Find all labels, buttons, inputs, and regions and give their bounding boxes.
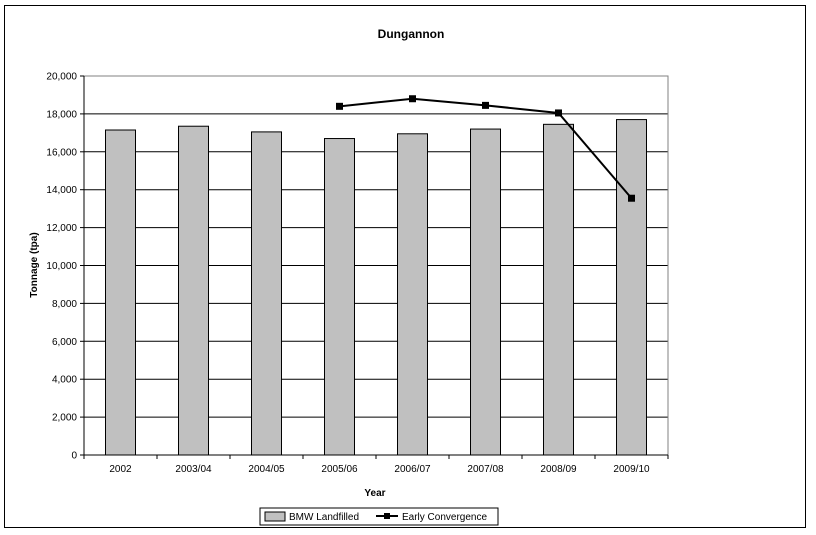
x-tick-label: 2003/04 <box>175 464 212 475</box>
y-tick-label: 16,000 <box>46 147 77 158</box>
line-point <box>336 102 343 110</box>
x-tick-label: 2006/07 <box>394 464 431 475</box>
y-tick-label: 2,000 <box>52 413 77 424</box>
y-tick-label: 20,000 <box>46 72 77 83</box>
line-point <box>409 95 416 103</box>
line-series <box>336 95 635 202</box>
y-tick-label: 6,000 <box>52 337 77 348</box>
gridlines <box>84 113 668 418</box>
axes <box>80 75 669 459</box>
bars <box>105 119 647 456</box>
bar <box>105 129 136 456</box>
bar <box>178 125 209 456</box>
x-tick-label: 2009/10 <box>613 464 650 475</box>
legend: BMW Landfilled Early Convergence <box>259 507 499 526</box>
bar <box>543 123 574 456</box>
x-axis-title: Year <box>364 488 385 499</box>
legend-swatch-bar <box>264 511 286 522</box>
bar <box>397 133 428 456</box>
x-tick-label: 2007/08 <box>467 464 504 475</box>
bar <box>251 131 282 456</box>
x-tick-label: 2008/09 <box>540 464 577 475</box>
y-tick-label: 0 <box>71 451 77 462</box>
y-tick-label: 8,000 <box>52 299 77 310</box>
bar <box>616 119 647 456</box>
line-point <box>482 101 489 109</box>
line-point <box>555 109 562 117</box>
bar <box>324 138 355 456</box>
y-tick-labels: 0 2,000 4,000 6,000 8,000 10,000 12,000 14,000 1… <box>46 72 77 462</box>
y-tick-label: 4,000 <box>52 375 77 386</box>
y-tick-label: 12,000 <box>46 223 77 234</box>
x-tick-label: 2005/06 <box>321 464 358 475</box>
x-tick-labels: 2002 2003/04 2004/05 2005/06 2006/07 2007/08 2… <box>109 464 650 475</box>
y-tick-label: 14,000 <box>46 185 77 196</box>
y-tick-label: 10,000 <box>46 261 77 272</box>
chart-title: Dungannon <box>378 27 445 41</box>
line-point <box>628 194 635 202</box>
x-tick-label: 2002 <box>109 464 132 475</box>
x-tick-label: 2004/05 <box>248 464 285 475</box>
legend-label-early-convergence: Early Convergence <box>402 512 487 523</box>
y-axis-title: Tonnage (tpa) <box>29 232 40 297</box>
y-tick-label: 18,000 <box>46 109 77 120</box>
legend-swatch-marker <box>384 513 390 519</box>
bar <box>470 128 501 456</box>
legend-label-bmw-landfilled: BMW Landfilled <box>289 512 359 523</box>
